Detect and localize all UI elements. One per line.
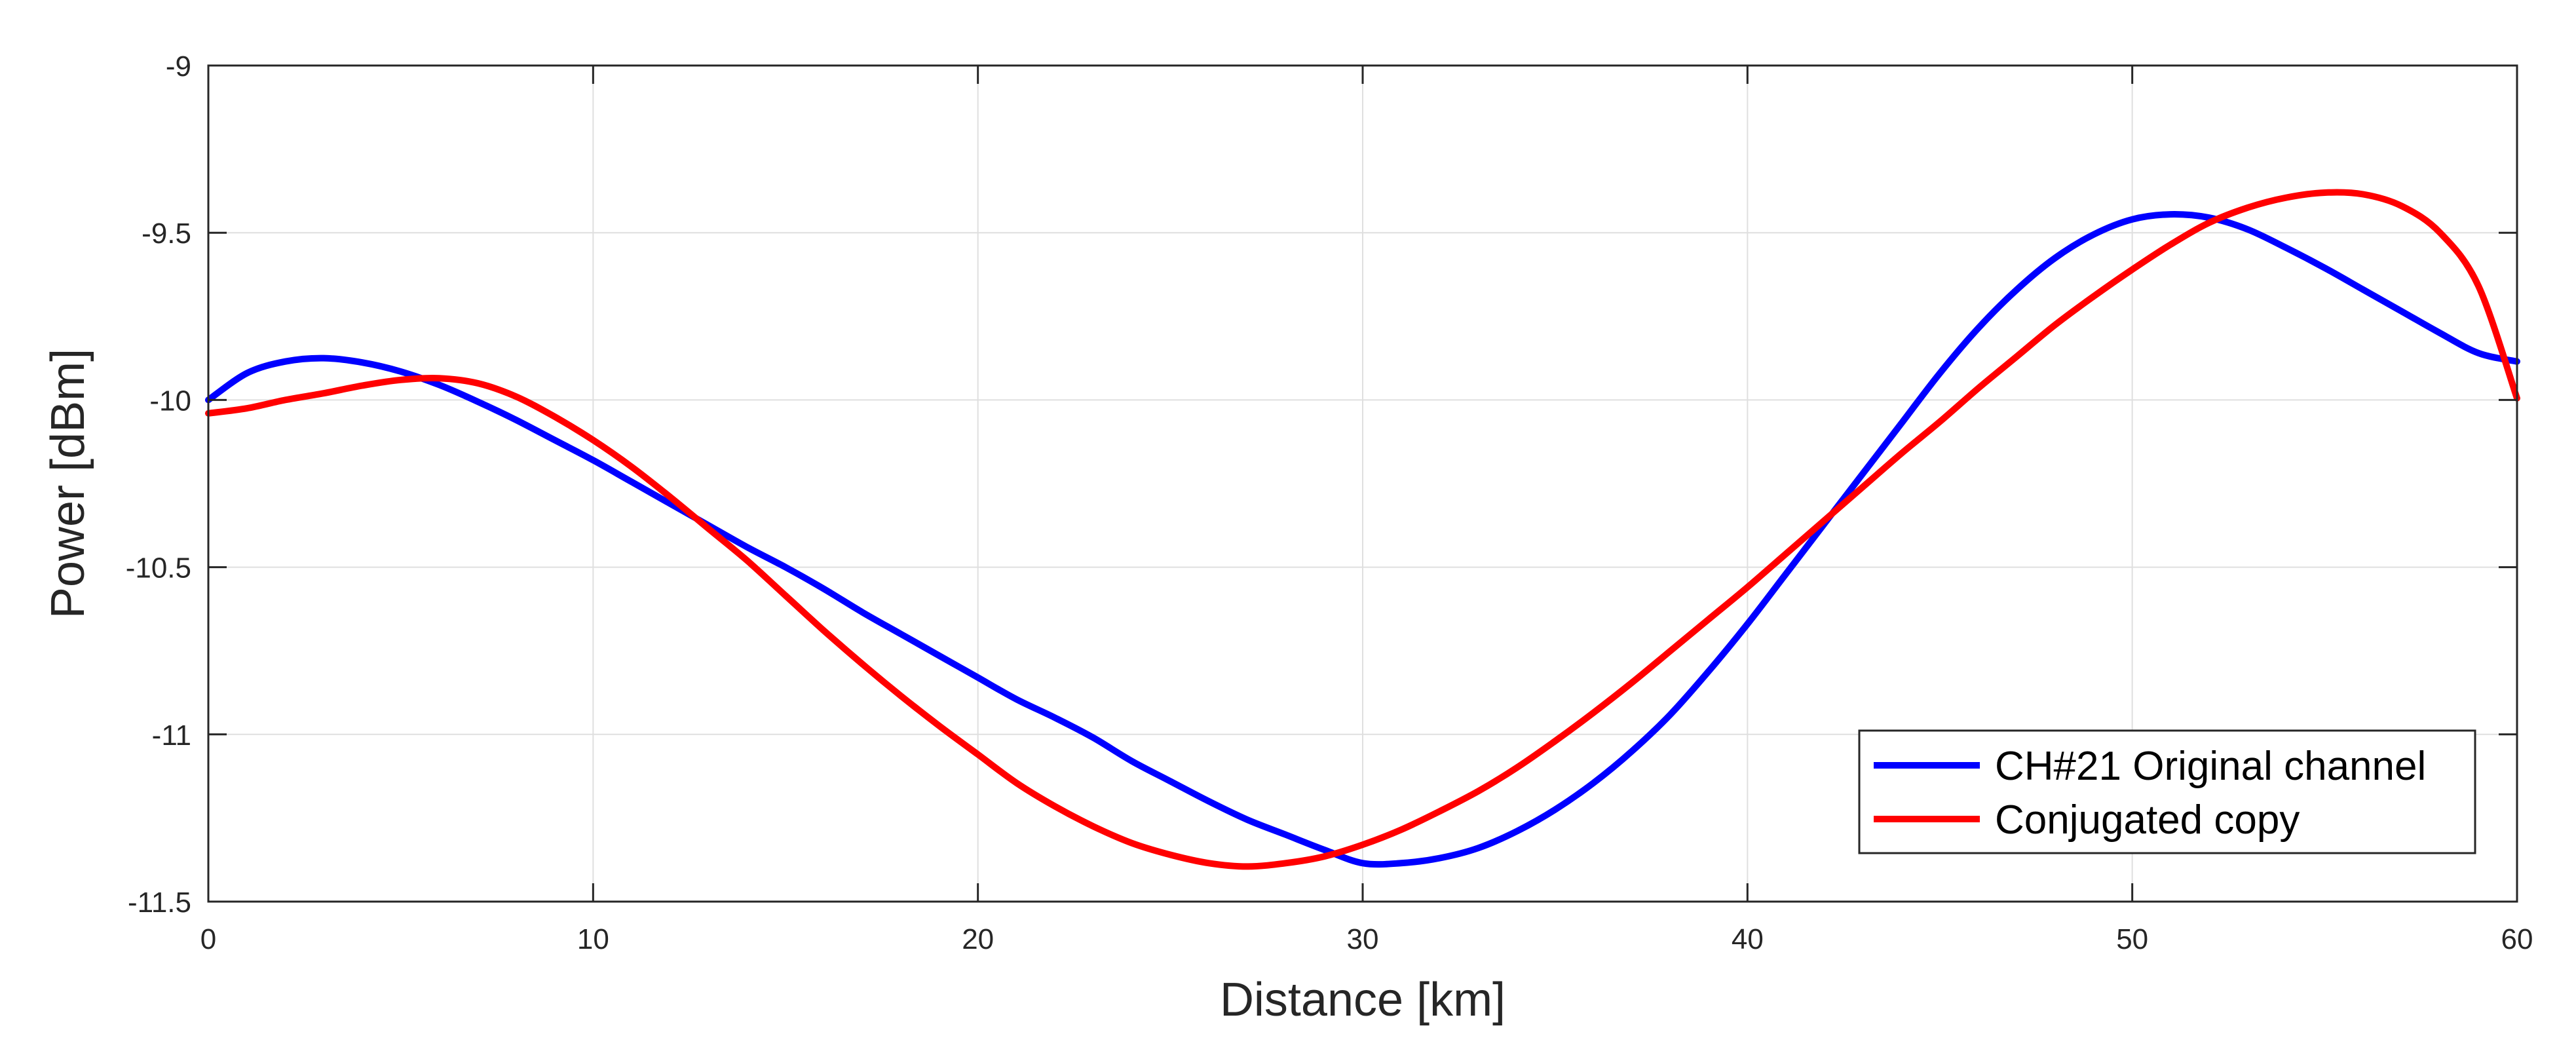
- x-tick-label: 10: [577, 923, 609, 955]
- y-tick-label: -10.5: [126, 552, 191, 584]
- x-tick-label: 60: [2501, 923, 2533, 955]
- series-lines: [205, 189, 2520, 870]
- legend-box: [1858, 729, 2476, 854]
- x-tick-label: 50: [2116, 923, 2148, 955]
- x-axis-title: Distance [km]: [1220, 974, 1506, 1026]
- y-tick-label: -10: [149, 385, 191, 417]
- y-tick-label: -11: [152, 719, 191, 752]
- x-tick-label: 30: [1347, 923, 1379, 955]
- x-tick-label: 0: [200, 923, 216, 955]
- series-line-ch-21-original-channel: [205, 211, 2520, 868]
- y-tick-label: -11.5: [128, 887, 191, 919]
- y-tick-label: -9.5: [142, 218, 191, 250]
- y-tick-label: -9: [166, 50, 191, 83]
- series-line-conjugated-copy: [205, 189, 2520, 870]
- x-tick-label: 40: [1732, 923, 1764, 955]
- legend-label-conjugated-copy: Conjugated copy: [1995, 797, 2300, 843]
- x-tick-label: 20: [962, 923, 994, 955]
- legend-label-original-channel: CH#21 Original channel: [1995, 744, 2426, 789]
- axis-ticks: 0 10 20 30 40 50 60 -11.5 -11 -10.5 -10 -9.5 -9: [126, 50, 2533, 955]
- legend: CH#21 Original channel Conjugated copy: [1858, 729, 2476, 854]
- y-axis-title: Power [dBm]: [42, 349, 94, 619]
